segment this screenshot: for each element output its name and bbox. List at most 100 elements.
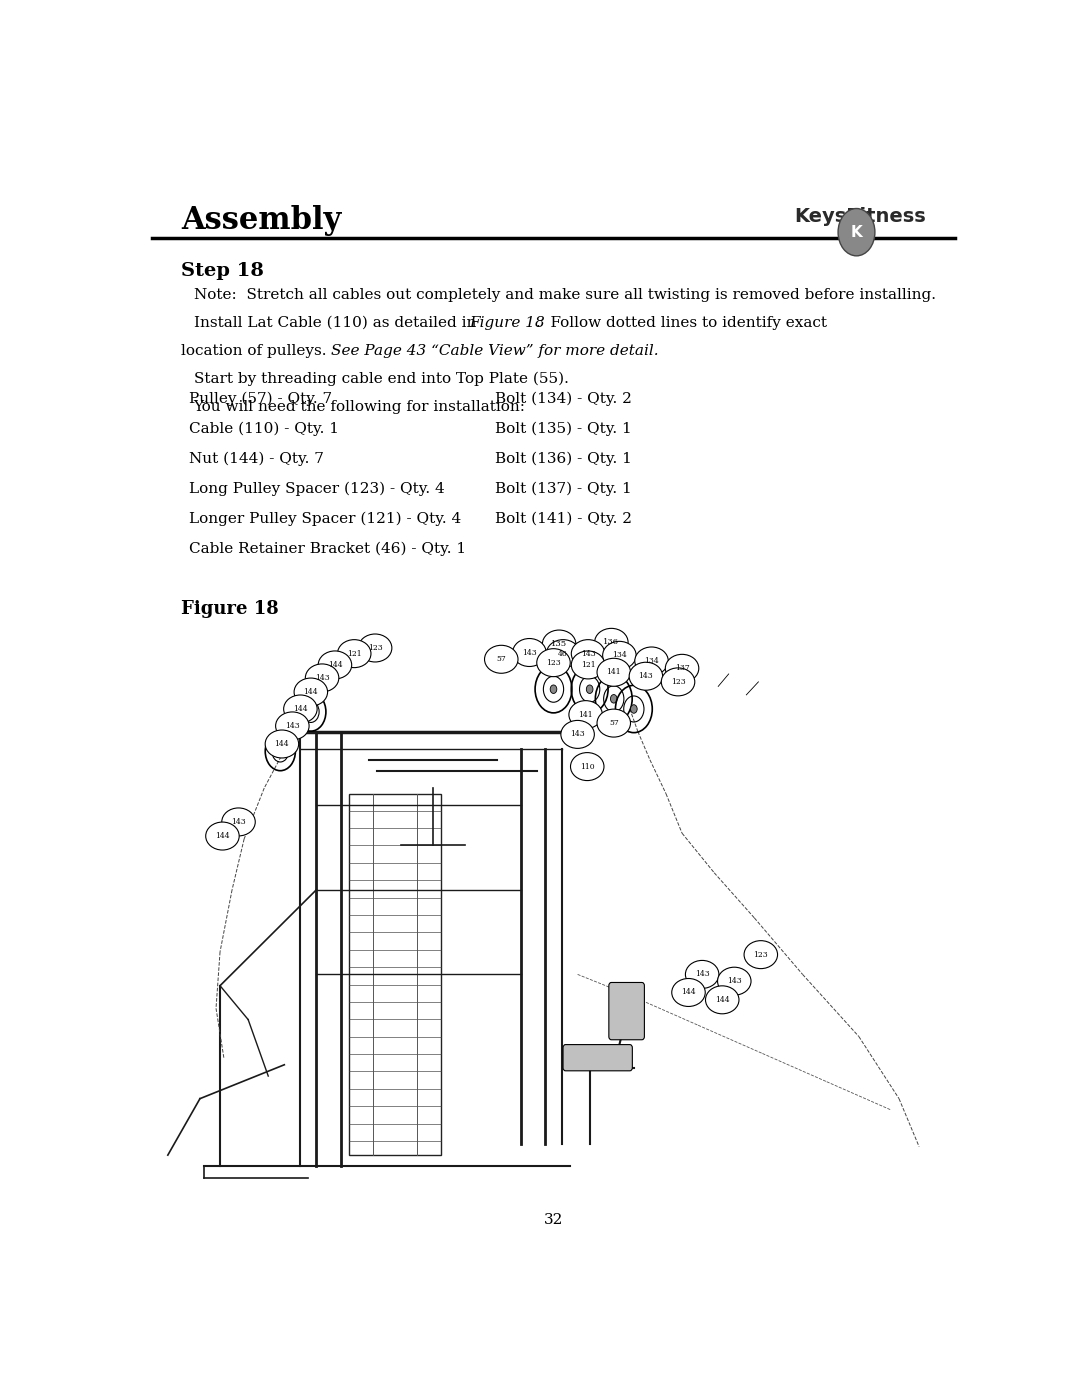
Text: Bolt (136) - Qty. 1: Bolt (136) - Qty. 1: [495, 451, 632, 467]
Ellipse shape: [661, 668, 694, 696]
Text: 144: 144: [327, 661, 342, 669]
Ellipse shape: [306, 664, 339, 692]
Ellipse shape: [337, 640, 370, 668]
Ellipse shape: [672, 978, 705, 1006]
Ellipse shape: [294, 678, 327, 705]
Text: Step 18: Step 18: [181, 263, 264, 281]
Ellipse shape: [319, 651, 352, 679]
Text: 123: 123: [754, 950, 768, 958]
Text: 143: 143: [694, 971, 710, 978]
Circle shape: [308, 708, 313, 715]
Circle shape: [838, 208, 875, 256]
Text: Figure 18: Figure 18: [469, 316, 544, 330]
Text: 144: 144: [215, 833, 230, 840]
Text: Assembly: Assembly: [181, 205, 341, 236]
Text: See Page 43 “Cable View” for more detail.: See Page 43 “Cable View” for more detail…: [330, 344, 659, 358]
Ellipse shape: [569, 701, 603, 729]
Bar: [349, 793, 441, 1155]
Text: Start by threading cable end into Top Plate (55).: Start by threading cable end into Top Pl…: [193, 372, 568, 387]
Text: 143: 143: [581, 650, 595, 658]
Text: Note:  Stretch all cables out completely and make sure all twisting is removed b: Note: Stretch all cables out completely …: [193, 288, 935, 302]
Ellipse shape: [595, 629, 629, 657]
Text: 143: 143: [285, 722, 300, 729]
Ellipse shape: [275, 712, 309, 740]
Text: Pulley (57) - Qty. 7: Pulley (57) - Qty. 7: [189, 391, 333, 405]
Text: 141: 141: [607, 668, 621, 676]
Text: 144: 144: [293, 705, 308, 712]
Text: 135: 135: [551, 640, 567, 648]
Text: 144: 144: [274, 740, 289, 747]
Text: 123: 123: [671, 678, 686, 686]
Text: Long Pulley Spacer (123) - Qty. 4: Long Pulley Spacer (123) - Qty. 4: [189, 482, 445, 496]
Ellipse shape: [513, 638, 546, 666]
Text: Figure 18: Figure 18: [181, 601, 279, 617]
Text: 143: 143: [638, 672, 653, 680]
Text: K: K: [851, 225, 862, 240]
Text: KeysFitness: KeysFitness: [794, 207, 926, 226]
Ellipse shape: [205, 821, 239, 849]
Ellipse shape: [717, 967, 751, 995]
Text: 32: 32: [544, 1213, 563, 1227]
FancyBboxPatch shape: [563, 1045, 633, 1071]
Text: Install Lat Cable (110) as detailed in: Install Lat Cable (110) as detailed in: [193, 316, 481, 330]
Text: 143: 143: [231, 817, 246, 826]
Text: 143: 143: [570, 731, 585, 739]
Ellipse shape: [603, 641, 636, 669]
Text: 144: 144: [681, 989, 696, 996]
Ellipse shape: [665, 654, 699, 682]
Text: 141: 141: [578, 711, 593, 718]
Circle shape: [550, 685, 557, 693]
Text: 57: 57: [497, 655, 507, 664]
Text: 144: 144: [303, 689, 319, 696]
Ellipse shape: [542, 630, 576, 658]
Ellipse shape: [284, 694, 318, 724]
Text: 134: 134: [612, 651, 626, 659]
Ellipse shape: [744, 940, 778, 968]
Text: Cable (110) - Qty. 1: Cable (110) - Qty. 1: [189, 422, 339, 436]
Circle shape: [631, 704, 637, 714]
Text: 121: 121: [581, 661, 595, 669]
Ellipse shape: [266, 731, 299, 759]
Text: 136: 136: [604, 638, 619, 647]
Text: 123: 123: [546, 658, 561, 666]
Ellipse shape: [561, 721, 594, 749]
Ellipse shape: [705, 986, 739, 1014]
Text: Cable Retainer Bracket (46) - Qty. 1: Cable Retainer Bracket (46) - Qty. 1: [189, 542, 467, 556]
Text: 121: 121: [347, 650, 362, 658]
Text: Bolt (134) - Qty. 2: Bolt (134) - Qty. 2: [495, 391, 632, 405]
Ellipse shape: [597, 710, 631, 738]
Ellipse shape: [630, 662, 663, 690]
Text: 110: 110: [580, 763, 595, 771]
Ellipse shape: [359, 634, 392, 662]
Text: You will need the following for installation:: You will need the following for installa…: [193, 400, 526, 414]
Ellipse shape: [686, 960, 719, 989]
Text: Nut (144) - Qty. 7: Nut (144) - Qty. 7: [189, 451, 324, 467]
Text: 123: 123: [368, 644, 382, 652]
Text: Bolt (141) - Qty. 2: Bolt (141) - Qty. 2: [495, 511, 632, 527]
Circle shape: [278, 747, 283, 754]
Text: 137: 137: [675, 665, 689, 672]
Text: 134: 134: [644, 657, 659, 665]
Circle shape: [586, 685, 593, 693]
Text: 57: 57: [609, 719, 619, 726]
Ellipse shape: [597, 658, 631, 686]
Ellipse shape: [485, 645, 518, 673]
Text: 143: 143: [314, 673, 329, 682]
Text: 144: 144: [715, 996, 730, 1004]
Ellipse shape: [221, 807, 255, 835]
Text: 143: 143: [727, 977, 742, 985]
FancyBboxPatch shape: [609, 982, 645, 1039]
Ellipse shape: [537, 648, 570, 676]
Circle shape: [610, 694, 617, 703]
Text: .  Follow dotted lines to identify exact: . Follow dotted lines to identify exact: [536, 316, 827, 330]
Text: Longer Pulley Spacer (121) - Qty. 4: Longer Pulley Spacer (121) - Qty. 4: [189, 511, 461, 527]
Text: location of pulleys.: location of pulleys.: [181, 344, 332, 358]
Ellipse shape: [635, 647, 669, 675]
Text: Bolt (135) - Qty. 1: Bolt (135) - Qty. 1: [495, 422, 632, 436]
Ellipse shape: [571, 640, 605, 668]
Ellipse shape: [571, 651, 605, 679]
Text: 143: 143: [522, 648, 537, 657]
Ellipse shape: [570, 753, 604, 781]
Text: Bolt (137) - Qty. 1: Bolt (137) - Qty. 1: [495, 482, 632, 496]
Text: 46: 46: [558, 650, 568, 658]
